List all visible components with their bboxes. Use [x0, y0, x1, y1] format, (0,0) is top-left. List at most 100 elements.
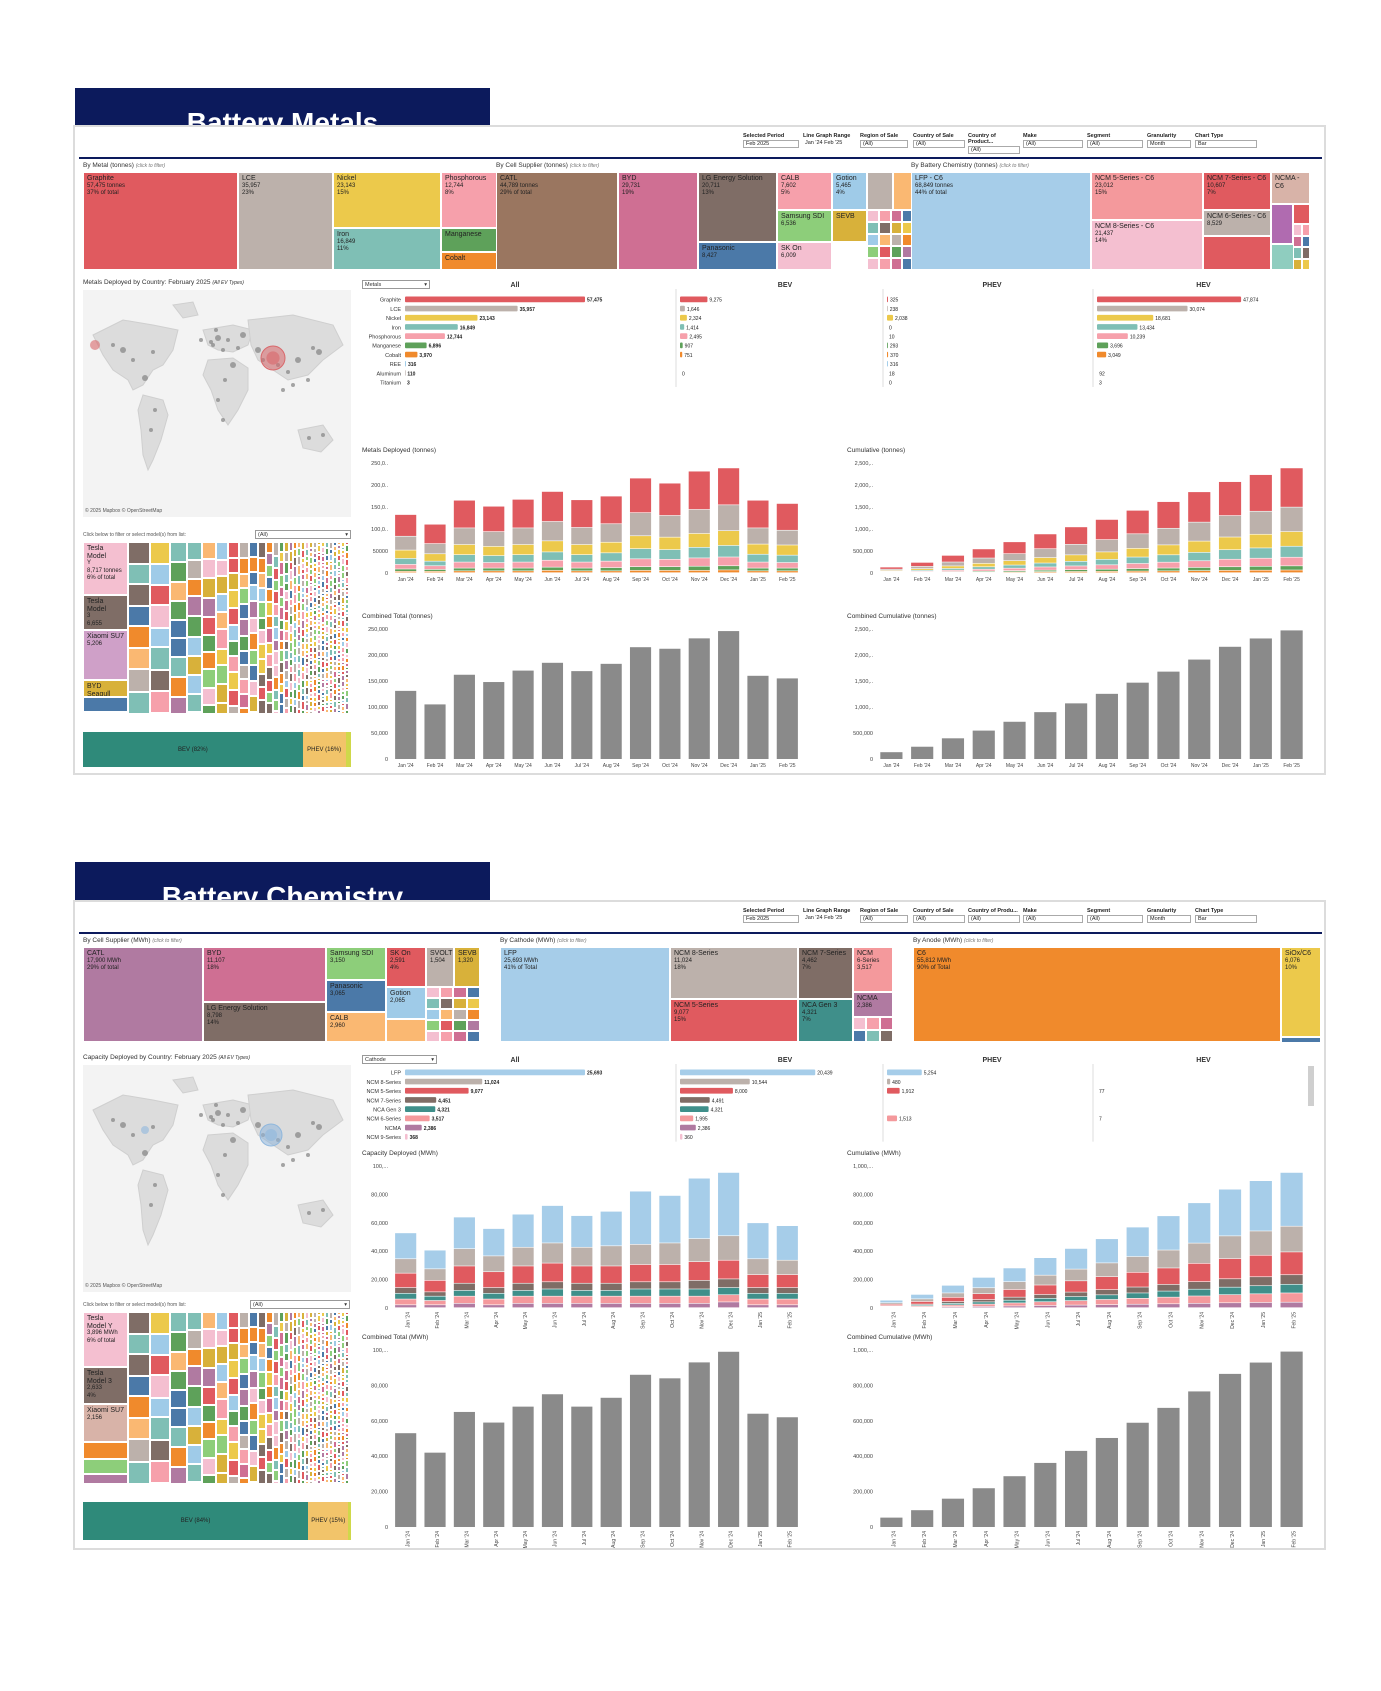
stacked-segment[interactable] [1157, 1268, 1180, 1285]
total-bar[interactable] [718, 631, 740, 759]
treemap-tile[interactable] [293, 622, 297, 629]
stacked-segment[interactable] [571, 1296, 593, 1304]
category-bar[interactable] [405, 296, 585, 303]
treemap-tile[interactable] [329, 1381, 333, 1385]
treemap-tile[interactable] [321, 696, 325, 699]
treemap-tile[interactable] [333, 1366, 337, 1371]
treemap-tile[interactable]: Gotion 2,065 [386, 987, 426, 1019]
treemap-tile[interactable] [297, 1425, 301, 1433]
treemap-tile[interactable] [325, 1406, 329, 1412]
treemap-tile[interactable] [333, 1354, 337, 1360]
treemap-tile[interactable] [345, 1448, 349, 1453]
treemap-tile[interactable] [273, 1481, 279, 1484]
treemap-tile[interactable] [187, 712, 202, 714]
stacked-segment[interactable] [1218, 1294, 1242, 1303]
treemap-tile[interactable] [333, 1394, 337, 1399]
treemap-tile[interactable] [321, 1363, 325, 1366]
treemap-tile[interactable] [266, 1386, 273, 1398]
treemap-tile[interactable] [293, 577, 297, 585]
treemap-tile[interactable] [279, 704, 284, 714]
treemap-tile[interactable] [313, 664, 317, 670]
treemap-tile[interactable] [289, 666, 293, 673]
treemap-tile[interactable] [249, 681, 258, 696]
country-marker[interactable] [221, 348, 225, 352]
stacked-segment[interactable] [1218, 570, 1242, 573]
treemap-tile[interactable] [297, 677, 301, 684]
treemap-tile[interactable] [279, 1474, 284, 1484]
treemap-tile[interactable] [325, 1331, 329, 1336]
treemap-tile[interactable] [337, 1371, 341, 1376]
stacked-segment[interactable] [718, 566, 740, 570]
treemap-tile[interactable] [321, 673, 325, 679]
ev-type-segment[interactable]: PHEV (15%) [308, 1502, 349, 1540]
stacked-segment[interactable] [1095, 571, 1118, 573]
treemap-tile[interactable] [341, 1435, 345, 1441]
treemap-tile[interactable] [333, 1399, 337, 1403]
treemap-tile[interactable] [333, 601, 337, 604]
treemap-tile[interactable] [337, 545, 341, 549]
model-treemap[interactable]: Tesla Model Y 8,717 tonnes 6% of total Tesla… [83, 542, 351, 714]
treemap-tile[interactable] [297, 1318, 301, 1326]
treemap-tile[interactable] [337, 704, 341, 710]
treemap-tile[interactable] [297, 542, 301, 548]
stacked-segment[interactable] [1034, 1294, 1057, 1299]
treemap-tile[interactable] [329, 713, 333, 714]
treemap-tile[interactable] [329, 549, 333, 554]
treemap-tile[interactable] [345, 1460, 349, 1467]
treemap-tile[interactable] [321, 1427, 325, 1431]
treemap-tile[interactable] [309, 1362, 313, 1366]
treemap-tile[interactable] [309, 552, 313, 557]
treemap-tile[interactable] [305, 1364, 309, 1368]
stacked-segment[interactable] [512, 544, 534, 555]
country-marker[interactable] [266, 351, 280, 365]
treemap-tile[interactable] [293, 585, 297, 594]
country-marker[interactable] [214, 1103, 218, 1107]
treemap-tile[interactable] [349, 615, 351, 618]
treemap-tile[interactable] [349, 1474, 351, 1477]
total-bar[interactable] [688, 638, 710, 759]
stacked-segment[interactable] [483, 506, 505, 532]
treemap-tile[interactable] [345, 1412, 349, 1418]
treemap-tile[interactable] [325, 1374, 329, 1380]
stacked-segment[interactable] [688, 509, 710, 534]
treemap-tile[interactable] [321, 542, 325, 547]
treemap-tile[interactable] [301, 657, 305, 666]
treemap-tile[interactable] [329, 1375, 333, 1381]
treemap-tile[interactable] [293, 1443, 297, 1452]
treemap-tile[interactable] [301, 620, 305, 629]
treemap-tile[interactable] [258, 542, 266, 558]
treemap-tile[interactable] [170, 620, 187, 638]
treemap-tile[interactable] [349, 1366, 351, 1371]
stacked-segment[interactable] [1218, 1287, 1242, 1295]
treemap-tile[interactable] [228, 558, 239, 573]
stacked-segment[interactable] [1065, 1281, 1088, 1292]
treemap-tile[interactable] [333, 615, 337, 618]
stacked-segment[interactable] [880, 1304, 903, 1306]
treemap-tile[interactable]: LCE 35,957 23% [238, 172, 333, 270]
treemap-tile[interactable] [289, 705, 293, 713]
treemap-tile[interactable] [333, 584, 337, 590]
treemap-tile[interactable]: Xiaomi SU7 5,206 [83, 630, 128, 680]
filter-value[interactable]: (All) [1087, 140, 1143, 148]
treemap-tile[interactable] [337, 583, 341, 588]
stacked-segment[interactable] [483, 1287, 505, 1294]
stacked-segment[interactable] [1126, 1256, 1149, 1273]
treemap-tile[interactable] [867, 258, 879, 270]
treemap-tile[interactable] [279, 1357, 284, 1367]
treemap-tile[interactable] [329, 1419, 333, 1426]
treemap-tile[interactable] [325, 1363, 329, 1367]
treemap-tile[interactable] [293, 1327, 297, 1336]
treemap-tile[interactable] [313, 572, 317, 578]
treemap-tile[interactable] [329, 635, 333, 640]
stacked-segment[interactable] [483, 531, 505, 547]
stacked-segment[interactable] [972, 567, 995, 569]
treemap-tile[interactable] [301, 1413, 305, 1420]
capacity-total-cumulative-chart[interactable]: 0200,000400,000600,000800,0001,000,...Ja… [840, 1344, 1315, 1549]
stacked-segment[interactable] [1249, 474, 1272, 511]
stacked-segment[interactable] [395, 1299, 417, 1305]
stacked-segment[interactable] [1188, 1203, 1211, 1243]
treemap-tile[interactable] [258, 1444, 266, 1457]
stacked-segment[interactable] [512, 499, 534, 528]
treemap-tile[interactable] [293, 1399, 297, 1408]
treemap-tile[interactable] [345, 658, 349, 663]
